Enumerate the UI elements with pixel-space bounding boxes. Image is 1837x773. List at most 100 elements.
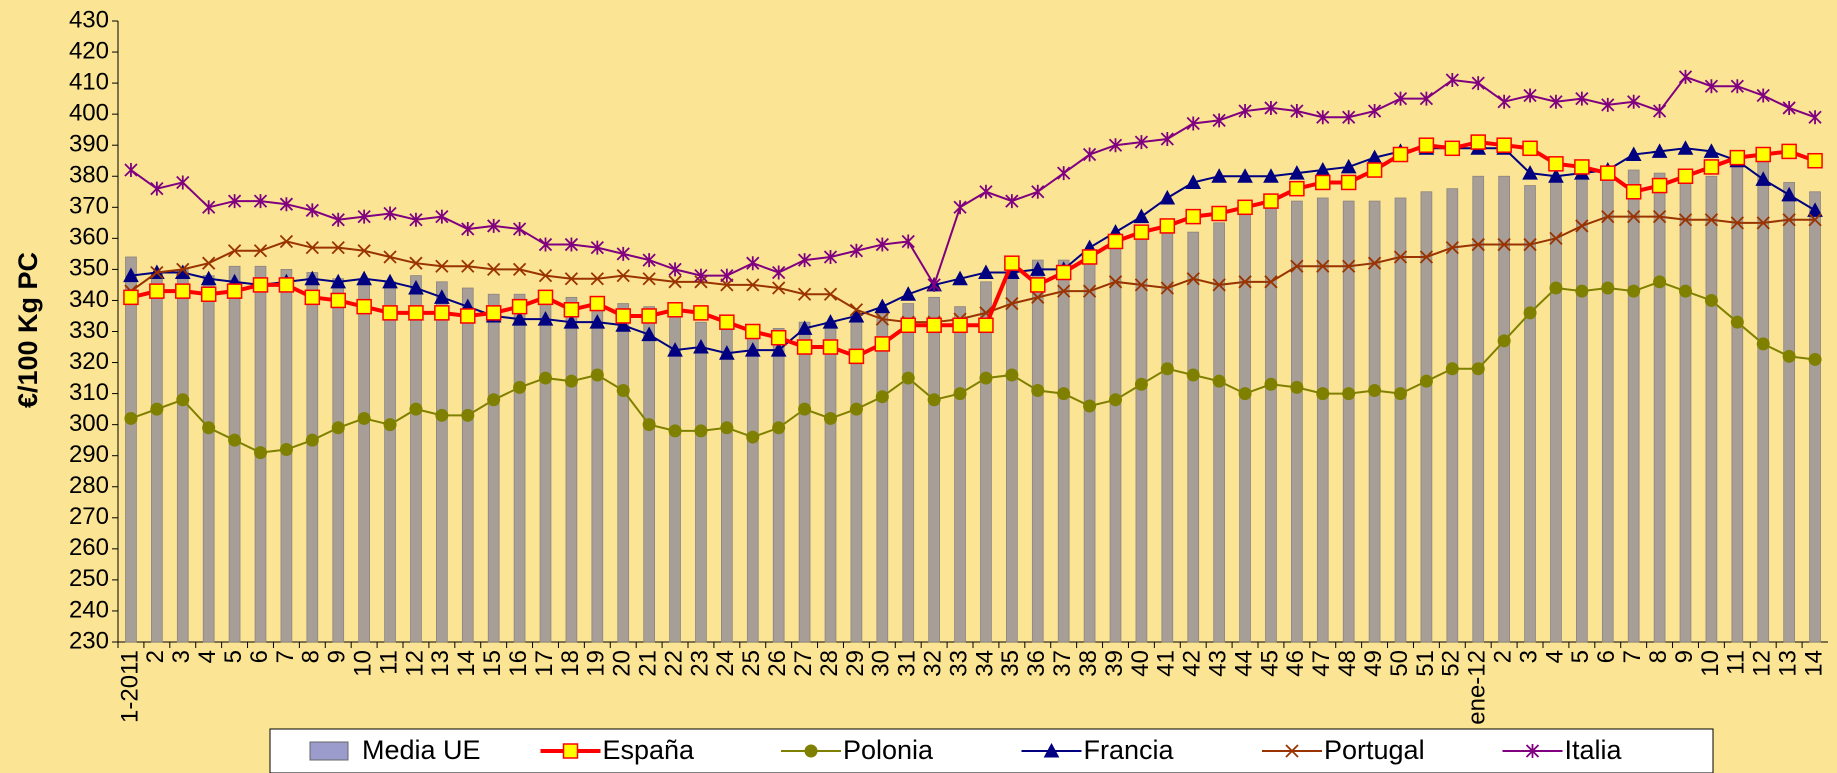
marker [1211,168,1227,183]
marker [1782,100,1796,115]
marker [1366,162,1383,178]
bar [228,265,241,643]
marker [1393,250,1408,264]
marker [330,273,347,289]
marker [461,408,475,422]
x-tick-label: 14 [453,650,480,677]
bar [617,303,630,643]
x-tick-label: 7 [1619,650,1646,663]
marker [1031,290,1045,304]
marker [1575,91,1589,106]
marker [1082,147,1097,162]
marker [1522,140,1538,157]
marker [331,212,345,227]
marker [1316,259,1330,273]
bar [1472,175,1485,643]
marker [1005,194,1019,209]
marker [538,237,553,252]
marker [330,292,346,309]
bar [176,268,189,643]
marker [563,302,580,318]
marker [1393,91,1408,106]
marker [357,244,371,258]
marker [745,323,761,340]
bar [332,278,345,643]
marker [383,206,397,221]
marker [1134,135,1149,150]
marker [461,259,475,273]
marker [1289,180,1305,197]
legend-swatch [309,741,349,761]
marker [305,203,319,218]
y-tick-label: 280 [69,472,109,499]
marker [279,234,294,249]
marker [952,317,968,334]
marker [1238,104,1252,119]
marker [1755,146,1771,163]
marker [150,265,164,280]
legend-marker [1285,744,1299,758]
marker [978,317,994,334]
legend [269,728,1714,773]
marker [1031,383,1045,397]
x-tick-label: 33 [945,650,972,677]
marker [848,307,865,323]
bar [1420,191,1433,643]
marker [616,383,630,397]
bar [151,272,163,643]
marker [1704,79,1719,94]
bar [824,321,837,643]
marker [1134,377,1148,391]
bar [1057,259,1070,643]
marker [1030,277,1046,293]
bar [487,293,500,643]
bar [1627,169,1640,643]
marker [1082,284,1097,298]
legend-label: Francia [1084,735,1175,765]
marker [823,287,838,301]
marker [124,411,138,425]
x-tick-label: 47 [1308,650,1335,677]
legend-label: Media UE [362,735,481,765]
x-tick-label: 21 [634,650,661,677]
marker [1808,352,1822,366]
bar [1550,175,1562,643]
marker [1574,159,1590,175]
marker [824,411,837,425]
marker [1808,213,1822,227]
marker [1471,76,1485,91]
marker [1185,208,1201,225]
marker [694,424,708,438]
marker [694,268,708,283]
marker [1523,237,1537,252]
x-tick-label: 13 [427,650,454,677]
marker [1185,174,1202,189]
marker [487,393,501,407]
marker [1419,91,1434,106]
y-tick-label: 360 [69,224,109,251]
marker [1186,368,1200,382]
bar [358,278,370,643]
marker [1625,146,1642,162]
marker [1679,284,1692,298]
marker [798,402,812,416]
marker [1237,199,1253,216]
marker [1523,306,1537,320]
marker [1211,205,1227,222]
marker [1627,209,1641,224]
marker [124,163,138,178]
x-tick-label: 32 [919,650,946,677]
x-tick-label: 22 [660,650,687,677]
marker [668,424,682,438]
marker [408,305,424,321]
bar [1316,197,1329,643]
marker [409,212,423,227]
marker [719,345,735,360]
bar [539,300,552,643]
marker [1445,241,1459,255]
marker [1212,278,1226,292]
x-tick-label: 38 [1075,650,1102,677]
legend-label: Italia [1565,735,1623,765]
marker [383,250,397,264]
marker [1315,174,1331,191]
